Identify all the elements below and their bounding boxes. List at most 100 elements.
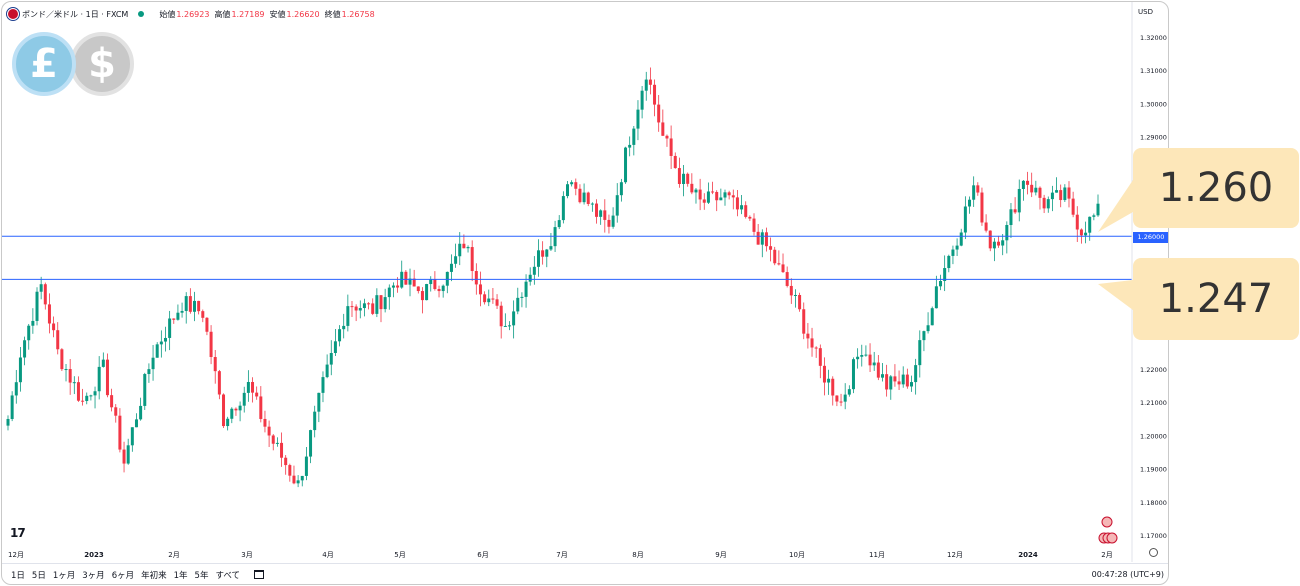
time-tick-label: 9月 (715, 551, 726, 559)
candle-body (101, 359, 105, 367)
candle-body (640, 90, 644, 110)
candle-body (963, 206, 967, 233)
clock[interactable]: 00:47:28 (UTC+9) (1091, 570, 1164, 579)
gear-icon[interactable] (1149, 548, 1158, 557)
time-tick-label: 2月 (1101, 551, 1112, 559)
range-6m[interactable]: 6ヶ月 (111, 570, 135, 581)
candle-body (333, 341, 337, 354)
time-tick-label: 12月 (8, 551, 24, 559)
candle-body (296, 480, 300, 484)
calendar-icon[interactable] (254, 570, 265, 579)
candle-body (769, 246, 773, 250)
candle-body (176, 312, 180, 320)
candle-body (31, 320, 35, 326)
candle-body (740, 205, 744, 210)
candle-body (371, 303, 375, 314)
candle-body (665, 135, 669, 139)
close-key: 終値 (324, 9, 341, 19)
candle-body (653, 84, 657, 105)
time-tick-label: 2023 (84, 551, 104, 559)
time-axis[interactable]: 12月 2023 2月 3月 4月 5月 6月 7月 8月 9月 10月 11月 12月 2024 2月 (8, 551, 1113, 559)
candle-body (1046, 199, 1050, 209)
candle-body (735, 197, 739, 210)
candle-body (868, 354, 872, 366)
candle-body (35, 291, 39, 321)
horizontal-lines[interactable] (2, 235, 1132, 280)
candle-body (445, 271, 449, 286)
candle-body (429, 279, 433, 285)
candle-body (997, 241, 1001, 246)
candle-body (777, 263, 781, 265)
candle-body (412, 278, 416, 287)
candle-body (230, 408, 234, 419)
symbol-title[interactable]: ポンド／米ドル · 1日 · FXCM (22, 9, 129, 19)
candle-body (541, 250, 545, 257)
candle-body (876, 362, 880, 378)
candle-body (76, 382, 80, 401)
candle-body (934, 286, 938, 309)
range-1d[interactable]: 1日 (11, 570, 25, 581)
candle-body (516, 297, 520, 312)
candle-body (632, 128, 636, 145)
candle-body (1005, 225, 1009, 241)
high-value: 1.27189 (231, 9, 265, 19)
candle-body (1030, 184, 1034, 193)
currency-label[interactable]: USD (1138, 8, 1153, 16)
tradingview-logo[interactable]: 17 (10, 526, 26, 540)
candle-body (798, 294, 802, 310)
candle-body (367, 303, 371, 305)
candle-body (528, 274, 532, 282)
candle-body (358, 308, 362, 311)
range-1y[interactable]: 1年 (173, 570, 188, 581)
candle-body (89, 395, 93, 397)
candle-body (387, 287, 391, 298)
candle-body (143, 374, 147, 406)
candle-body (325, 364, 329, 378)
candle-body (880, 374, 884, 378)
candle-body (694, 189, 698, 193)
range-5y[interactable]: 5年 (194, 570, 209, 581)
candle-body (313, 411, 317, 431)
range-toolbar: 1日 5日 1ヶ月 3ヶ月 6ヶ月 年初来 1年 5年 すべて 00:47:28… (2, 563, 1168, 584)
candle-body (847, 389, 851, 395)
candle-body (959, 232, 963, 246)
range-all[interactable]: すべて (215, 570, 241, 581)
price-chart[interactable]: 1.320001.310001.300001.290001.280001.270… (2, 2, 1168, 584)
candle-body (657, 104, 661, 123)
candle-body (1088, 216, 1092, 233)
candle-body (939, 281, 943, 287)
range-5d[interactable]: 5日 (31, 570, 46, 581)
range-3m[interactable]: 3ヶ月 (82, 570, 105, 581)
candle-body (354, 306, 358, 311)
open-key: 始値 (159, 9, 176, 19)
candle-body (226, 418, 230, 427)
range-1m[interactable]: 1ヶ月 (52, 570, 76, 581)
time-tick-label: 2月 (168, 551, 179, 559)
candle-body (122, 449, 126, 464)
candle-body (259, 396, 263, 419)
price-tag-1260: 1.26000 (1133, 232, 1168, 243)
candle-body (155, 344, 159, 358)
callout-1247: 1.247 (1133, 258, 1299, 340)
candle-body (292, 475, 296, 484)
candle-body (27, 325, 31, 341)
candle-body (342, 325, 346, 330)
candle-body (81, 400, 85, 402)
range-ytd[interactable]: 年初来 (141, 570, 167, 581)
candle-body (93, 391, 97, 396)
candle-body (97, 366, 101, 392)
candle-body (300, 475, 304, 481)
candle-body (1017, 188, 1021, 213)
candle-body (864, 354, 868, 356)
candle-body (6, 418, 10, 426)
candle-body (532, 266, 536, 275)
open-value: 1.26923 (176, 9, 210, 19)
candle-body (321, 377, 325, 393)
economic-events-icon[interactable] (1098, 516, 1122, 546)
candle-body (909, 382, 913, 387)
candle-body (557, 220, 561, 228)
candle-body (893, 376, 897, 382)
candle-body (926, 325, 930, 332)
candle-body (151, 357, 155, 370)
candle-body (205, 317, 209, 332)
